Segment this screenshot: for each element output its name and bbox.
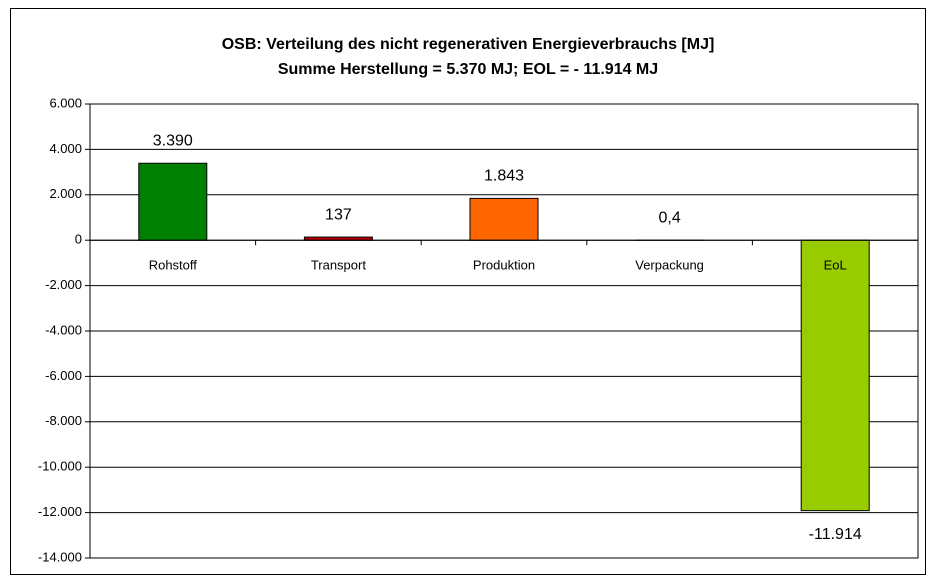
bar [470, 198, 538, 240]
y-tick-label: 2.000 [49, 186, 82, 201]
x-tick-label: Rohstoff [149, 258, 198, 273]
y-tick-label: -14.000 [38, 549, 82, 564]
y-tick-label: -2.000 [45, 277, 82, 292]
data-label: 3.390 [153, 132, 193, 149]
y-tick-label: 4.000 [49, 141, 82, 156]
y-tick-label: -10.000 [38, 459, 82, 474]
data-label: 0,4 [658, 209, 680, 226]
y-tick-label: -6.000 [45, 368, 82, 383]
y-tick-label: -12.000 [38, 504, 82, 519]
x-tick-label: Transport [311, 258, 367, 273]
y-tick-label: -8.000 [45, 413, 82, 428]
chart-subtitle: Summe Herstellung = 5.370 MJ; EOL = - 11… [278, 61, 658, 78]
x-tick-label: EoL [824, 258, 847, 273]
data-label: -11.914 [809, 526, 862, 543]
x-tick-label: Produktion [473, 258, 535, 273]
data-label: 137 [325, 206, 352, 223]
y-tick-label: 6.000 [49, 95, 82, 110]
x-tick-label: Verpackung [635, 258, 704, 273]
y-tick-label: -4.000 [45, 322, 82, 337]
data-label: 1.843 [484, 168, 524, 185]
chart-title: OSB: Verteilung des nicht regenerativen … [222, 36, 715, 53]
bar [139, 163, 207, 240]
bar [801, 240, 869, 510]
y-tick-label: 0 [75, 232, 82, 247]
